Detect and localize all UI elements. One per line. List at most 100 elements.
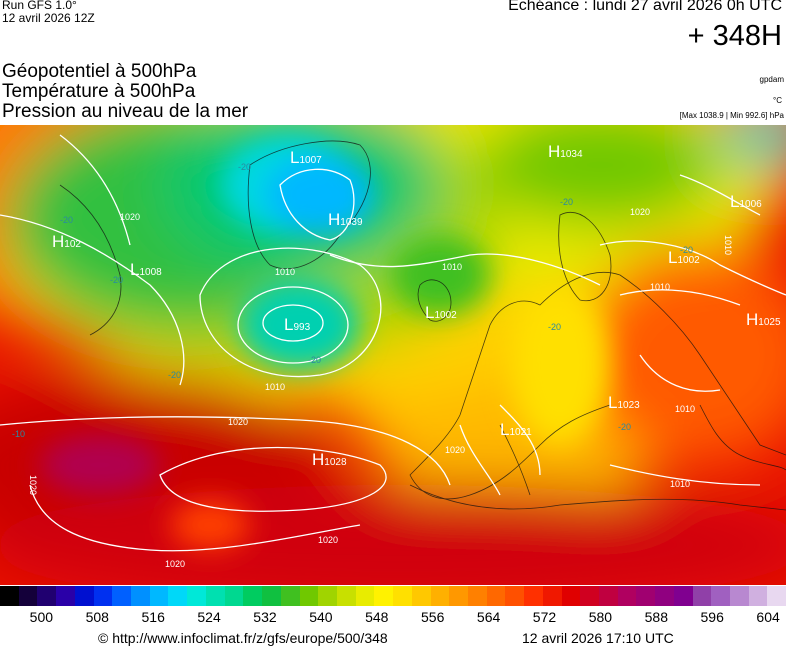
color-scale-tick: 548 <box>365 609 389 625</box>
color-swatch <box>655 586 674 606</box>
color-swatch <box>318 586 337 606</box>
high-pressure-center: H102 <box>52 232 81 251</box>
color-swatch <box>542 586 562 606</box>
temperature-label: -20 <box>560 197 573 207</box>
color-swatch <box>486 586 506 606</box>
color-swatch <box>262 586 281 606</box>
low-pressure-center: L1021 <box>500 420 532 439</box>
color-swatch <box>18 586 38 606</box>
isobar-label: 1020 <box>120 212 140 222</box>
low-pressure-center: L1002 <box>668 248 700 267</box>
color-swatch <box>280 586 300 606</box>
color-scale-tick: 524 <box>197 609 221 625</box>
color-swatch <box>74 586 94 606</box>
lead-time: + 348H <box>687 20 782 52</box>
low-pressure-center: L993 <box>284 315 311 334</box>
color-swatch <box>748 586 768 606</box>
color-swatch <box>580 586 599 606</box>
isobar-label: 1010 <box>650 282 670 292</box>
temperature-label: -20 <box>548 322 561 332</box>
color-swatch <box>56 586 75 606</box>
isobar-label: 1020 <box>318 535 338 545</box>
isobar-label: 1010 <box>442 262 462 272</box>
forecast-valid-time: Echéance : lundi 27 avril 2026 0h UTC <box>508 0 782 14</box>
temperature-label: -20 <box>60 215 73 225</box>
pressure-extremes: [Max 1038.9 | Min 992.6] hPa <box>679 111 784 120</box>
high-pressure-center: H1034 <box>548 142 583 161</box>
color-swatch <box>617 586 637 606</box>
color-scale-tick: 500 <box>29 609 54 625</box>
color-swatch <box>599 586 618 606</box>
color-swatch <box>355 586 375 606</box>
temperature-label: -20 <box>308 355 321 365</box>
color-swatch <box>93 586 113 606</box>
temperature-label: -20 <box>168 370 181 380</box>
high-pressure-center: H1028 <box>312 450 347 469</box>
isobar-label: 1020 <box>28 475 38 495</box>
color-swatch <box>636 586 656 606</box>
color-swatch <box>467 586 487 606</box>
color-scale-tick: 540 <box>309 609 333 625</box>
color-swatch <box>449 586 468 606</box>
isobar-label: 1020 <box>445 445 465 455</box>
color-swatch <box>430 586 450 606</box>
color-swatch <box>393 586 412 606</box>
color-scale-tick: 588 <box>644 609 668 625</box>
color-swatch <box>673 586 693 606</box>
color-swatch <box>168 586 188 606</box>
color-swatch <box>299 586 319 606</box>
run-label: Run GFS 1.0° <box>2 0 77 12</box>
color-swatch <box>187 586 206 606</box>
unit-temperature: °C <box>773 96 782 105</box>
generation-timestamp: 12 avril 2026 17:10 UTC <box>522 630 674 646</box>
color-swatch <box>505 586 525 606</box>
high-pressure-center: H1039 <box>328 210 363 229</box>
color-scale-ticks: 500 508 516 524 532 540 548 556 564 572 580 588 596 6… <box>0 609 786 627</box>
weather-map: 1020 1010 1010 1010 1020 1020 1020 1020 … <box>0 125 786 585</box>
color-swatch <box>767 586 786 606</box>
low-pressure-center: L1008 <box>130 260 162 279</box>
color-swatch <box>411 586 431 606</box>
temperature-label: -20 <box>680 245 693 255</box>
color-swatch <box>0 586 19 606</box>
color-scale-tick: 604 <box>756 609 780 625</box>
color-scale-tick: 596 <box>700 609 724 625</box>
temperature-label: -20 <box>110 275 123 285</box>
isobar-label: 1010 <box>670 479 690 489</box>
isobar-label: 1020 <box>228 417 248 427</box>
color-scale-tick: 572 <box>532 609 557 625</box>
color-swatch <box>711 586 731 606</box>
temperature-label: -20 <box>618 422 631 432</box>
color-swatch <box>112 586 132 606</box>
run-date: 12 avril 2026 12Z <box>2 11 95 25</box>
title-temperature: Température à 500hPa <box>2 81 196 102</box>
color-swatch <box>524 586 543 606</box>
temperature-label: -20 <box>238 162 251 172</box>
isobar-label: 1010 <box>675 404 695 414</box>
title-pressure: Pression au niveau de la mer <box>2 101 249 122</box>
color-swatch <box>37 586 57 606</box>
color-scale-tick: 508 <box>85 609 109 625</box>
color-swatch <box>561 586 581 606</box>
color-swatch <box>336 586 356 606</box>
color-swatch <box>224 586 244 606</box>
isobar-label: 1010 <box>723 235 733 255</box>
color-swatch <box>374 586 394 606</box>
isobar-label: 1010 <box>265 382 285 392</box>
isobar-label: 1010 <box>275 267 295 277</box>
low-pressure-center: L1007 <box>290 148 322 167</box>
isobar-label: 1020 <box>165 559 185 569</box>
low-pressure-center: L1002 <box>425 303 457 322</box>
low-pressure-center: L1006 <box>730 192 762 211</box>
color-swatch <box>243 586 263 606</box>
color-scale-tick: 532 <box>253 609 277 625</box>
color-swatch <box>149 586 169 606</box>
source-url: © http://www.infoclimat.fr/z/gfs/europe/… <box>98 630 388 646</box>
color-swatch <box>730 586 749 606</box>
color-scale-tick: 564 <box>476 609 501 625</box>
high-pressure-center: H1025 <box>746 310 781 329</box>
color-swatch <box>205 586 225 606</box>
color-scale-tick: 516 <box>141 609 165 625</box>
unit-geopotential: gpdam <box>759 75 784 84</box>
color-scale-tick: 580 <box>588 609 613 625</box>
